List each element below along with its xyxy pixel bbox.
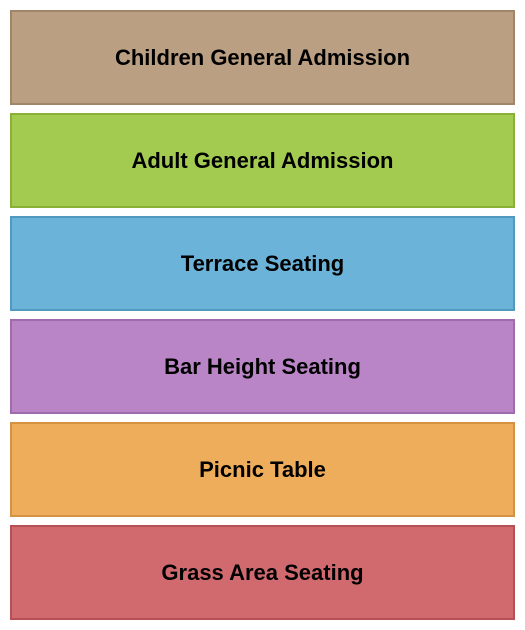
section-bar-height-seating[interactable]: Bar Height Seating [10, 319, 515, 414]
section-label: Picnic Table [199, 457, 326, 483]
section-label: Grass Area Seating [161, 560, 363, 586]
section-terrace-seating[interactable]: Terrace Seating [10, 216, 515, 311]
section-label: Terrace Seating [181, 251, 344, 277]
section-grass-area-seating[interactable]: Grass Area Seating [10, 525, 515, 620]
section-label: Adult General Admission [131, 148, 393, 174]
section-children-general-admission[interactable]: Children General Admission [10, 10, 515, 105]
section-adult-general-admission[interactable]: Adult General Admission [10, 113, 515, 208]
section-label: Bar Height Seating [164, 354, 361, 380]
section-label: Children General Admission [115, 45, 410, 71]
seating-chart: Children General Admission Adult General… [10, 10, 515, 620]
section-picnic-table[interactable]: Picnic Table [10, 422, 515, 517]
